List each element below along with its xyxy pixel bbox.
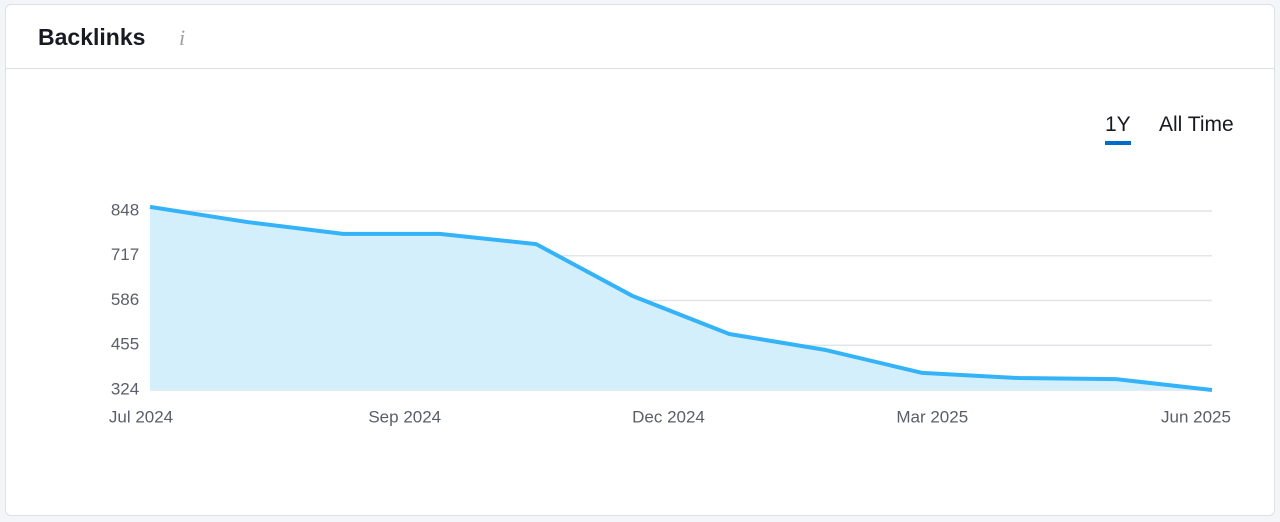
line <box>149 204 1213 392</box>
y-tick-label: 455 <box>111 335 139 354</box>
card-title: Backlinks <box>38 24 146 50</box>
tab[interactable]: 1Y <box>1105 113 1131 145</box>
y-tick-label: 848 <box>111 200 139 219</box>
x-tick-label: Dec 2024 <box>632 407 705 426</box>
x-tick-label: Sep 2024 <box>368 407 441 426</box>
area <box>150 206 1212 390</box>
x-tick-label: Jul 2024 <box>109 407 173 426</box>
x-tick-label: Mar 2025 <box>896 407 968 426</box>
y-tick-label: 324 <box>111 379 139 398</box>
card-header: Backlinks i <box>6 5 1274 69</box>
y-tick-label: 717 <box>111 245 139 264</box>
tab[interactable]: All Time <box>1159 113 1234 136</box>
info-icon[interactable]: i <box>179 25 186 50</box>
x-tick-label: Jun 2025 <box>1161 407 1231 426</box>
y-tick-label: 586 <box>111 290 139 309</box>
